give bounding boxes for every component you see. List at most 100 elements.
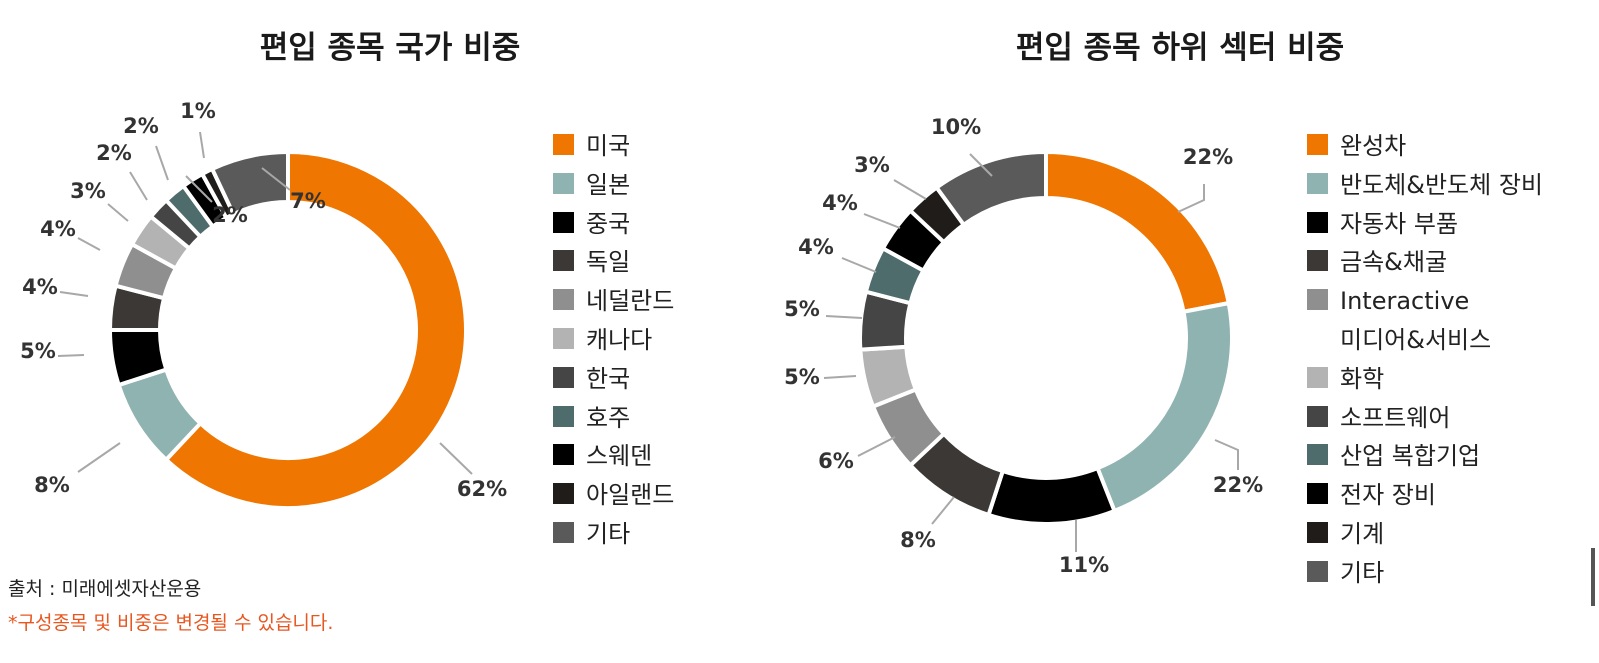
country-legend-item: 아일랜드 [553, 476, 674, 515]
country-legend-label: 미국 [586, 132, 631, 160]
sector-pct-label-8: 4% [822, 191, 858, 215]
country-pct-label-10: 7% [290, 189, 326, 213]
sector-leader-10 [969, 153, 993, 177]
sector-pct-label-6: 5% [784, 297, 820, 321]
sector-legend-label: 금속&채굴 [1340, 248, 1448, 277]
legend-country: 미국 일본 중국 독일 네덜란드 캐나다 한국 호주 스웨덴 아일랜드 기타 [553, 127, 674, 554]
country-legend-label: 기타 [586, 519, 631, 548]
sector-legend-label: Interactive 미디어&서비스 [1340, 287, 1492, 354]
country-legend-swatch [553, 521, 574, 543]
country-legend-swatch [553, 211, 574, 233]
sector-pct-label-5: 5% [784, 365, 820, 389]
country-slice-10 [209, 149, 290, 217]
sector-legend-item: 자동차 부품 [1307, 205, 1543, 244]
sector-legend-swatch [1307, 444, 1328, 466]
sector-legend-swatch [1307, 134, 1328, 155]
chart-title-sector: 편입 종목 하위 섹터 비중 [1015, 30, 1345, 66]
sector-pct-label-9: 3% [854, 153, 890, 177]
sector-pct-label-3: 8% [900, 528, 936, 552]
country-legend-swatch [553, 250, 574, 272]
country-legend-label: 캐나다 [586, 325, 653, 354]
sector-legend-swatch [1307, 560, 1328, 582]
sector-legend-label: 화학 [1340, 364, 1385, 393]
sector-legend-label: 자동차 부품 [1340, 209, 1459, 238]
country-legend-item: 일본 [553, 166, 674, 205]
sector-leader-6 [825, 315, 863, 319]
country-leader-5 [107, 203, 129, 222]
country-legend-item: 캐나다 [553, 321, 674, 360]
country-pct-label-9: 1% [180, 99, 216, 123]
sector-legend-item: 화학 [1307, 360, 1543, 399]
sector-legend-swatch [1307, 483, 1328, 505]
country-leader-9 [199, 131, 205, 159]
sector-legend-item: 기계 [1307, 515, 1543, 554]
sector-legend-label: 완성차 [1340, 132, 1407, 160]
donut-chart-country: 62% 8% 5% 4% 4% 3% 2% 2% 2% 1% 7% [20, 99, 507, 510]
sector-leader-8 [863, 213, 901, 229]
sector-legend-label: 산업 복합기업 [1340, 442, 1481, 471]
sector-slice-2 [986, 465, 1118, 526]
country-pct-label-5: 3% [70, 179, 106, 203]
sector-pct-label-0: 22% [1183, 145, 1233, 169]
sector-legend-swatch [1307, 250, 1328, 272]
country-pct-label-8: 2% [212, 203, 248, 227]
sector-leader-0 [1177, 184, 1205, 213]
country-legend-swatch [553, 444, 574, 466]
country-legend-swatch [553, 289, 574, 311]
sector-legend-label: 소프트웨어 [1340, 403, 1451, 432]
country-legend-label: 중국 [586, 209, 631, 238]
country-legend-label: 독일 [586, 248, 631, 277]
sector-leader-4 [857, 436, 896, 457]
country-leader-2 [57, 354, 85, 357]
country-leader-1 [77, 442, 121, 473]
country-legend-swatch [553, 405, 574, 427]
sector-legend-label: 전자 장비 [1340, 481, 1436, 510]
sector-slice-0 [1044, 149, 1232, 315]
sector-legend-swatch [1307, 405, 1328, 427]
country-legend-item: 기타 [553, 515, 674, 554]
source-note: 출처 : 미래에셋자산운용 [8, 578, 202, 600]
sector-legend-item: 반도체&반도체 장비 [1307, 166, 1543, 205]
country-pct-label-3: 4% [22, 275, 58, 299]
country-legend-swatch [553, 366, 574, 388]
sector-legend-swatch [1307, 172, 1328, 194]
country-legend-item: 독일 [553, 243, 674, 282]
sector-legend-item: 기타 [1307, 554, 1543, 593]
sector-legend-swatch [1307, 366, 1328, 388]
sector-legend-item: 전자 장비 [1307, 476, 1543, 515]
country-legend-label: 스웨덴 [586, 442, 653, 471]
sector-pct-label-4: 6% [818, 449, 854, 473]
country-leader-7 [155, 145, 169, 181]
sector-legend-item: 소프트웨어 [1307, 399, 1543, 438]
country-legend-item: 미국 [553, 127, 674, 166]
sector-leader-7 [841, 257, 877, 273]
country-pct-label-0: 62% [457, 477, 507, 501]
country-leader-10 [261, 167, 291, 191]
sector-pct-label-2: 11% [1059, 553, 1109, 577]
sector-legend-swatch [1307, 521, 1328, 543]
chart-title-country: 편입 종목 국가 비중 [259, 30, 521, 66]
sector-pct-label-1: 22% [1213, 473, 1263, 497]
country-legend-swatch [553, 134, 574, 155]
country-leader-0 [439, 442, 473, 475]
sector-legend-label: 기계 [1340, 519, 1385, 548]
country-leader-3 [59, 291, 89, 297]
sector-slice-1 [1094, 300, 1234, 514]
country-legend-swatch [553, 483, 574, 505]
sector-legend-label: 기타 [1340, 558, 1385, 587]
sector-legend-item: 금속&채굴 [1307, 243, 1543, 282]
country-legend-item: 중국 [553, 205, 674, 244]
sector-leader-1 [1214, 439, 1239, 470]
sector-leader-5 [823, 375, 857, 379]
disclaimer-note: *구성종목 및 비중은 변경될 수 있습니다. [8, 612, 334, 634]
sector-legend-item: 완성차 [1307, 127, 1543, 166]
sector-leader-3 [931, 496, 955, 525]
sector-legend-item: Interactive 미디어&서비스 [1307, 282, 1543, 360]
country-leader-8 [185, 175, 213, 203]
country-slice-0 [163, 149, 468, 510]
country-legend-label: 한국 [586, 364, 631, 393]
country-legend-item: 네덜란드 [553, 282, 674, 321]
sector-legend-item: 산업 복합기업 [1307, 437, 1543, 476]
country-pct-label-7: 2% [123, 114, 159, 138]
